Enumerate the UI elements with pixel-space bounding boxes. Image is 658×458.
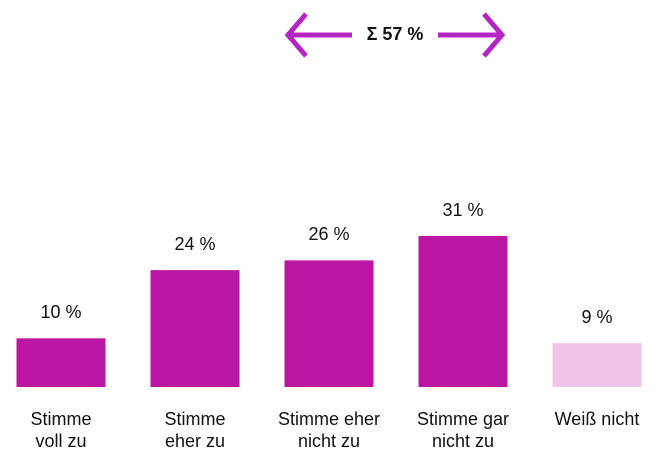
arrow-head <box>284 12 308 58</box>
bar <box>16 338 106 387</box>
arrow-head <box>482 12 506 58</box>
value-label: 10 % <box>40 302 81 322</box>
value-label: 9 % <box>581 307 612 327</box>
bar <box>150 270 240 387</box>
category-label: Stimme eher zu <box>164 409 225 451</box>
value-label: 31 % <box>442 200 483 220</box>
category-label: Stimme voll zu <box>30 409 91 451</box>
value-label: 26 % <box>308 224 349 244</box>
bar <box>418 236 508 387</box>
sum-arrow <box>284 12 506 58</box>
annotation: Σ 57 % <box>367 24 424 44</box>
category-label: Stimme gar nicht zu <box>417 409 509 451</box>
category-label: Weiß nicht <box>555 409 640 429</box>
bar <box>552 343 642 387</box>
bar <box>284 260 374 387</box>
category-label: Stimme eher nicht zu <box>278 409 380 451</box>
value-label: 24 % <box>174 234 215 254</box>
